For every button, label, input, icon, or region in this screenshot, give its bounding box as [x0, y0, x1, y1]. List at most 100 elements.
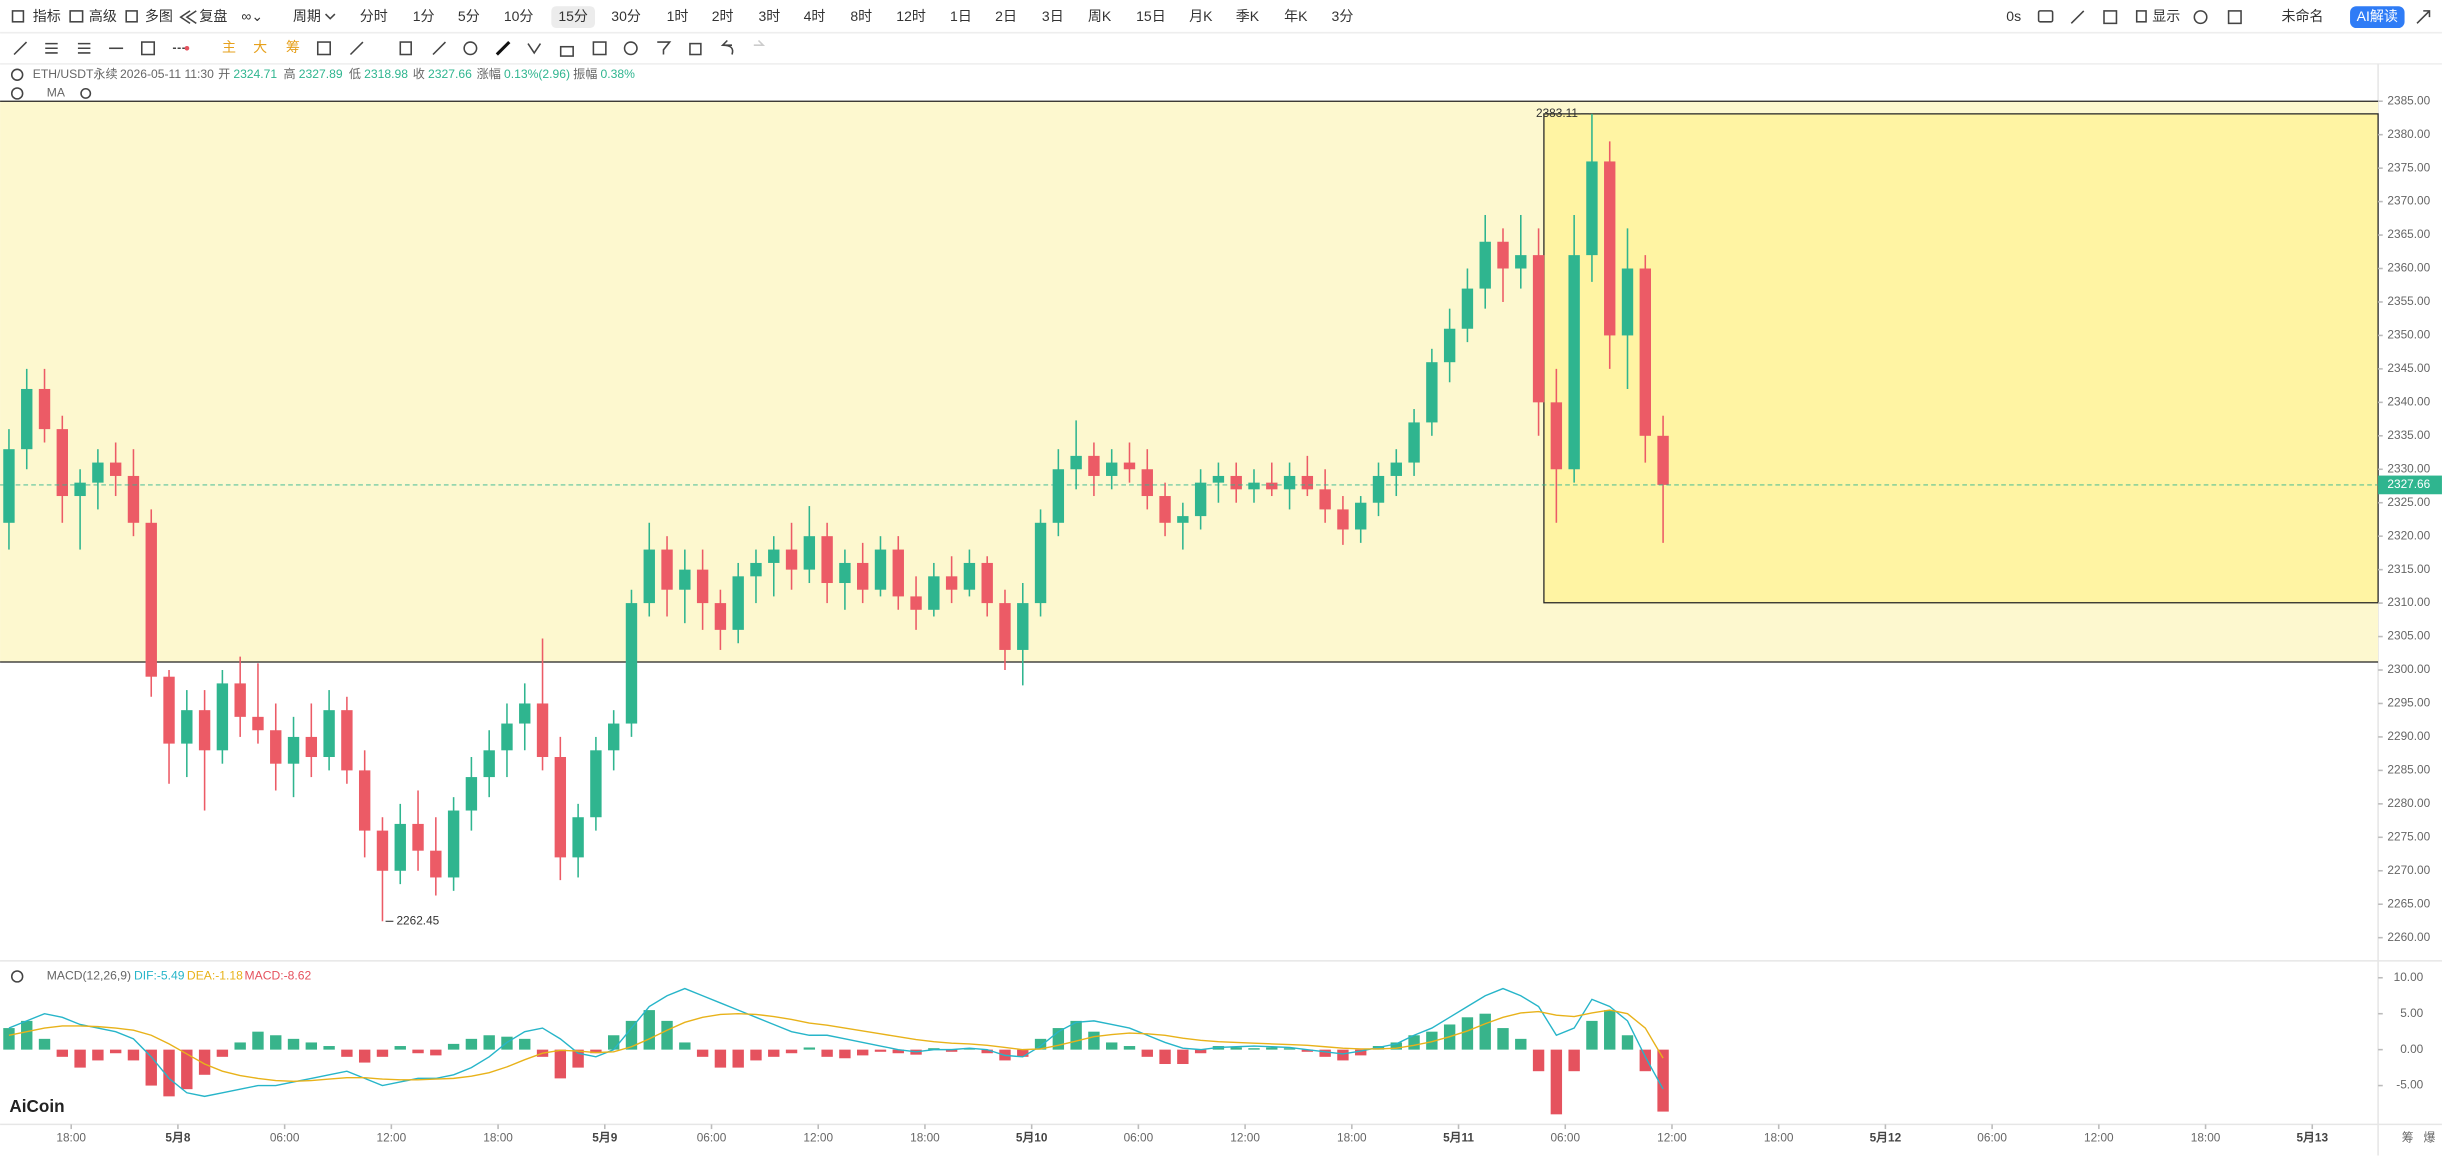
- period-button[interactable]: 季K: [1236, 8, 1260, 24]
- toolbar-button[interactable]: 复盘: [199, 8, 227, 24]
- tool-link[interactable]: [623, 41, 638, 56]
- tool-undo[interactable]: [720, 39, 734, 55]
- candle-body: [768, 549, 780, 563]
- period-button[interactable]: 年K: [1284, 8, 1308, 24]
- share-icon[interactable]: [2103, 10, 2118, 25]
- period-button[interactable]: 月K: [1189, 8, 1213, 24]
- tool-line[interactable]: [13, 41, 28, 56]
- period-button[interactable]: 1日: [950, 8, 972, 24]
- macd-histogram-bar: [1319, 1049, 1331, 1057]
- period-menu[interactable]: 周期: [293, 8, 321, 24]
- period-button[interactable]: 3分: [1332, 8, 1354, 24]
- tool-filter[interactable]: [657, 41, 672, 55]
- period-button[interactable]: 4时: [804, 8, 826, 24]
- tool-magnet[interactable]: [527, 43, 542, 55]
- tool-rect[interactable]: [140, 41, 156, 56]
- candle-body: [1070, 455, 1082, 470]
- macd-histogram-bar: [1515, 1038, 1527, 1050]
- candle-body: [1408, 422, 1420, 463]
- period-button[interactable]: 5分: [458, 8, 480, 24]
- display-button[interactable]: 显示: [2152, 8, 2180, 24]
- tool-channel[interactable]: [45, 42, 58, 54]
- corner-button[interactable]: 筹: [2402, 1131, 2414, 1145]
- macd-histogram-bar: [216, 1049, 229, 1057]
- top-toolbar: 指标 高级 多图 复盘 ∞⌄ 周期 分时 1分 5分 10分 15分 30分 1时 2时 3时 4…: [11, 6, 2431, 29]
- period-button[interactable]: 2时: [712, 8, 734, 24]
- tool-copy[interactable]: [399, 41, 412, 56]
- period-button[interactable]: 15日: [1136, 8, 1166, 24]
- period-button[interactable]: 3日: [1042, 8, 1064, 24]
- candle-body: [821, 536, 833, 584]
- macd-histogram-bar: [768, 1049, 780, 1057]
- macd-histogram-bar: [643, 1010, 655, 1050]
- candle-body: [1639, 268, 1651, 436]
- period-button[interactable]: 1时: [667, 8, 689, 24]
- period-button[interactable]: 15分: [558, 8, 588, 24]
- tool-ruler[interactable]: [432, 41, 447, 56]
- period-button[interactable]: 10分: [504, 8, 534, 24]
- tool-icon[interactable]: [316, 41, 331, 56]
- y-tick-label: 2340.00: [2387, 394, 2430, 408]
- ai-button[interactable]: AI解读: [2357, 8, 2398, 24]
- collapse-icon[interactable]: [10, 87, 24, 100]
- price-pane: 2383.11 2262.45: [0, 100, 2379, 927]
- macd-histogram-bar: [1283, 1048, 1296, 1050]
- ai-button-bg[interactable]: [2350, 6, 2405, 29]
- tool-delete[interactable]: [689, 42, 702, 56]
- tool-brush[interactable]: [495, 40, 511, 56]
- fullscreen-icon[interactable]: [2227, 10, 2242, 25]
- candle-body: [1283, 475, 1296, 490]
- camera-icon[interactable]: [2037, 10, 2054, 23]
- y-tick-label: 2370.00: [2387, 194, 2430, 208]
- collapse-icon[interactable]: [10, 68, 24, 81]
- layout-name[interactable]: 未命名: [2282, 8, 2324, 24]
- period-button[interactable]: 分时: [360, 8, 388, 24]
- x-tick-label: 12:00: [1230, 1131, 1260, 1145]
- macd-histogram-bar: [56, 1049, 69, 1057]
- period-button[interactable]: 30分: [611, 8, 641, 24]
- tool-redo[interactable]: [753, 39, 766, 46]
- y-tick-label: 2325.00: [2387, 495, 2430, 509]
- toolbar-button[interactable]: 高级: [89, 8, 117, 24]
- pen-icon[interactable]: [2070, 10, 2085, 24]
- visibility-icon[interactable]: [80, 87, 92, 99]
- settings-icon[interactable]: [2193, 10, 2208, 25]
- tool-icon[interactable]: [349, 41, 364, 56]
- field-value: 2324.71: [233, 67, 277, 81]
- macd-histogram-bar: [1657, 1049, 1669, 1112]
- x-tick-label: 18:00: [1764, 1131, 1794, 1145]
- candle-body: [679, 569, 691, 590]
- tool-hide[interactable]: [592, 41, 607, 56]
- toolbar-button[interactable]: 指标: [33, 8, 61, 24]
- period-button[interactable]: 1分: [413, 8, 435, 24]
- candle-body: [198, 710, 211, 751]
- period-button[interactable]: 3时: [758, 8, 780, 24]
- macd-histogram-bar: [181, 1049, 193, 1090]
- period-button[interactable]: 周K: [1088, 8, 1112, 24]
- collapse-icon[interactable]: [10, 970, 24, 983]
- macd-histogram-bar: [1159, 1049, 1171, 1065]
- tool-fib[interactable]: [77, 42, 91, 54]
- candle-body: [501, 723, 513, 751]
- tool-button[interactable]: 主: [222, 39, 236, 55]
- toolbar-icon[interactable]: ∞⌄: [241, 8, 263, 24]
- tool-zoom[interactable]: [463, 41, 478, 56]
- tool-button[interactable]: 筹: [286, 39, 300, 55]
- candle-body: [483, 750, 495, 778]
- period-button[interactable]: 2日: [995, 8, 1017, 24]
- x-tick-label: 06:00: [1550, 1131, 1580, 1145]
- period-selected: [551, 6, 595, 29]
- tool-button[interactable]: 大: [253, 39, 267, 55]
- tool-lock[interactable]: [559, 45, 574, 57]
- macd-histogram-bar: [109, 1049, 122, 1054]
- macd-histogram-bar: [963, 1048, 976, 1050]
- candle-body: [963, 562, 976, 590]
- candle-body: [732, 576, 744, 630]
- period-button[interactable]: 12时: [896, 8, 926, 24]
- icon[interactable]: [2416, 10, 2431, 24]
- field-key: 开: [218, 67, 230, 81]
- y-tick-label: 2275.00: [2387, 829, 2430, 843]
- period-button[interactable]: 8时: [850, 8, 872, 24]
- corner-button[interactable]: 爆: [2424, 1131, 2436, 1145]
- toolbar-button[interactable]: 多图: [145, 8, 173, 24]
